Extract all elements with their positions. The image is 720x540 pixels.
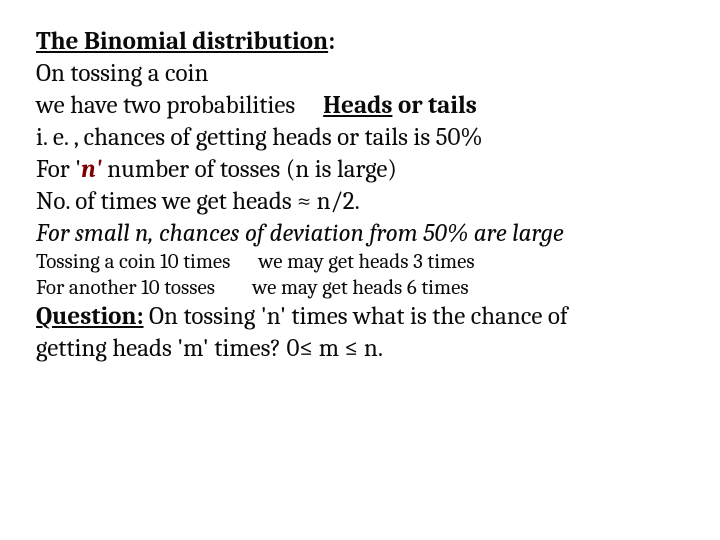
line-5-c: number of tosses (n is large) [102,155,397,184]
line-9-a: For another 10 tosses [36,276,215,300]
title-text: The Binomial distribution [36,27,328,56]
line-3-lead: we have two probabilities [36,91,295,120]
line-7: For small n, chances of deviation from 5… [36,218,684,250]
question-label: Question: [36,302,144,331]
line-5: For 'n' number of tosses (n is large) [36,154,684,186]
line-5-a: For ' [36,155,81,184]
n-emphasis: n' [81,155,102,184]
question-line-1: Question: On tossing 'n' times what is t… [36,301,684,333]
question-line-2: getting heads 'm' times? 0≤ m ≤ n. [36,333,684,365]
question-rest-1: On tossing 'n' times what is the chance … [144,302,568,331]
line-title: The Binomial distribution: [36,26,684,58]
line-8: Tossing a coin 10 times we may get heads … [36,250,684,276]
line-3: we have two probabilities Heads or tails [36,90,684,122]
line-8-b: we may get heads 3 times [258,250,474,274]
title-colon: : [328,27,335,56]
line-9: For another 10 tosses we may get heads 6… [36,276,684,302]
line-2: On tossing a coin [36,58,684,90]
line-6: No. of times we get heads ≈ n/2. [36,186,684,218]
line-8-a: Tossing a coin 10 times [36,250,230,274]
line-4: i. e. , chances of getting heads or tail… [36,122,684,154]
line-9-b: we may get heads 6 times [252,276,468,300]
slide-content: The Binomial distribution: On tossing a … [0,0,720,365]
heads-word: Heads [323,91,392,120]
or-tails: or tails [392,91,476,120]
